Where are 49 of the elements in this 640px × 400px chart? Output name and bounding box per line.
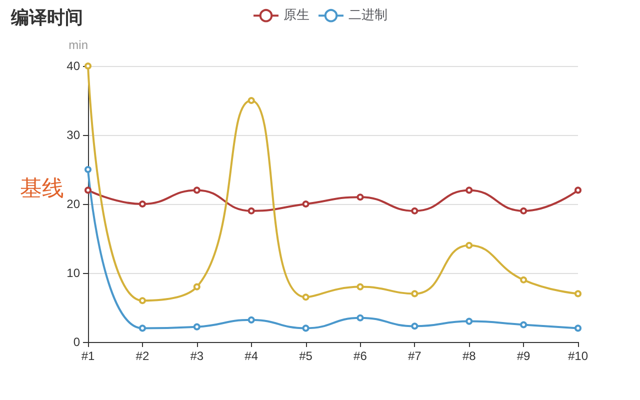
point bbox=[411, 322, 418, 330]
point bbox=[302, 324, 310, 332]
x-tick-label: #4 bbox=[244, 349, 258, 363]
text: 基线 bbox=[20, 176, 64, 202]
y-tick-label: 0 bbox=[73, 335, 80, 349]
point bbox=[411, 290, 418, 298]
point bbox=[520, 321, 528, 328]
point bbox=[574, 324, 582, 332]
y-tick-label: 30 bbox=[66, 128, 80, 142]
point bbox=[138, 324, 146, 332]
point bbox=[193, 323, 200, 330]
x-tick-label: #5 bbox=[299, 349, 313, 363]
point bbox=[574, 290, 582, 298]
x-tick-label: #1 bbox=[81, 349, 95, 363]
point bbox=[193, 186, 200, 194]
point bbox=[520, 207, 528, 214]
point bbox=[193, 283, 200, 290]
point bbox=[248, 316, 255, 324]
point bbox=[84, 166, 92, 173]
x-tick-label: #7 bbox=[408, 349, 422, 363]
legend-label: 二进制 bbox=[348, 8, 388, 24]
point bbox=[302, 200, 310, 208]
point bbox=[248, 207, 255, 214]
point bbox=[411, 207, 418, 214]
x-tick-label: #10 bbox=[568, 349, 588, 363]
x-tick-label: #9 bbox=[516, 349, 531, 363]
point bbox=[574, 186, 582, 194]
legend-label: 原生 bbox=[284, 8, 310, 24]
point bbox=[84, 186, 92, 194]
point bbox=[302, 294, 310, 301]
point bbox=[356, 314, 364, 322]
point bbox=[138, 200, 146, 208]
y-tick-label: 10 bbox=[66, 266, 80, 280]
point bbox=[248, 97, 255, 104]
point bbox=[520, 276, 528, 284]
y-tick-label: 20 bbox=[66, 197, 80, 211]
x-tick-label: #3 bbox=[190, 349, 204, 363]
x-tick-label: #6 bbox=[354, 349, 368, 363]
point bbox=[138, 297, 146, 304]
y-tick-label: 40 bbox=[66, 59, 80, 73]
point bbox=[466, 318, 473, 325]
point bbox=[356, 194, 364, 201]
point bbox=[466, 242, 473, 249]
point bbox=[356, 283, 364, 290]
point bbox=[466, 186, 473, 194]
y-axis-title: min bbox=[68, 38, 88, 52]
x-tick-label: #2 bbox=[136, 349, 150, 363]
x-tick-label: #8 bbox=[462, 349, 476, 363]
chart-title: 编译时间 bbox=[10, 8, 83, 28]
